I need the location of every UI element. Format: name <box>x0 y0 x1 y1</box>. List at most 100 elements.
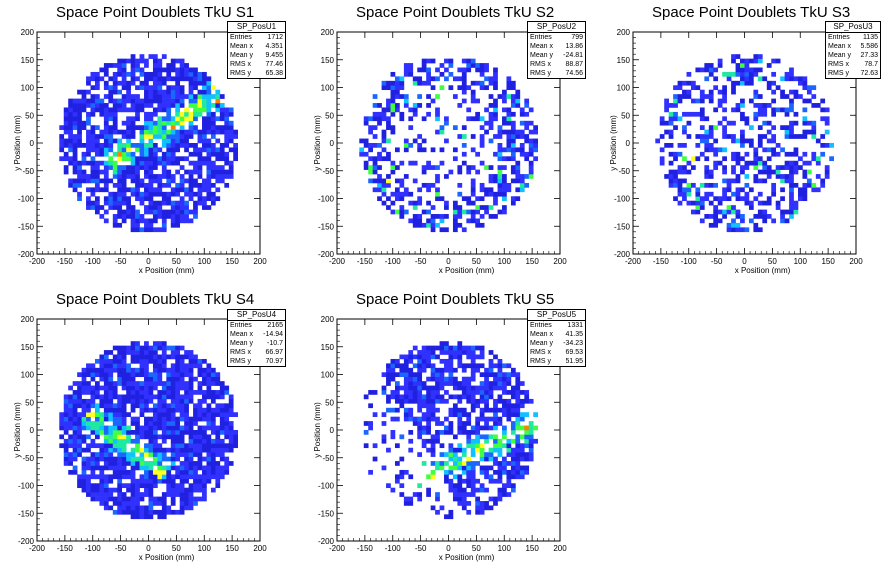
histogram-bin <box>528 165 534 170</box>
histogram-bin <box>497 372 503 378</box>
histogram-bin <box>90 174 96 179</box>
histogram-bin <box>166 147 172 153</box>
histogram-bin <box>117 196 123 202</box>
histogram-bin <box>699 151 705 157</box>
histogram-bin <box>444 478 449 484</box>
histogram-bin <box>103 138 109 144</box>
histogram-bin <box>121 165 127 170</box>
histogram-bin <box>228 169 234 175</box>
histogram-bin <box>677 116 683 122</box>
histogram-bin <box>820 143 826 148</box>
histogram-bin <box>224 134 230 139</box>
histogram-bin <box>94 407 100 413</box>
histogram-bin <box>528 143 534 148</box>
histogram-bin <box>130 478 136 484</box>
histogram-bin <box>470 350 476 355</box>
histogram-bin <box>144 151 149 157</box>
histogram-bin <box>112 214 118 219</box>
x-tick-label: 100 <box>198 544 212 553</box>
histogram-bin <box>99 447 105 453</box>
histogram-bin <box>130 178 136 184</box>
histogram-bin <box>144 483 149 489</box>
histogram-bin <box>68 138 73 144</box>
histogram-bin <box>479 443 485 449</box>
histogram-bin <box>519 416 525 422</box>
histogram-bin <box>161 412 167 417</box>
histogram-bin <box>148 381 154 386</box>
histogram-bin <box>731 218 736 224</box>
histogram-bin <box>484 107 489 113</box>
histogram-bin <box>188 71 194 77</box>
histogram-bin <box>224 125 230 130</box>
histogram-bin <box>377 196 382 202</box>
histogram-bin <box>112 496 118 502</box>
histogram-bin <box>766 169 772 175</box>
histogram-bin <box>184 398 189 404</box>
histogram-bin <box>466 116 472 122</box>
histogram-bin <box>202 434 207 440</box>
stats-key: Mean x <box>530 331 553 338</box>
histogram-bin <box>493 103 498 108</box>
histogram-bin <box>188 134 194 139</box>
histogram-bin <box>112 107 118 113</box>
histogram-bin <box>117 456 123 462</box>
histogram-bin <box>103 165 109 170</box>
histogram-bin <box>493 456 498 462</box>
histogram-bin <box>744 63 750 68</box>
histogram-bin <box>519 178 525 184</box>
histogram-bin <box>193 178 198 184</box>
histogram-bin <box>479 71 485 77</box>
histogram-bin <box>403 354 409 360</box>
histogram-bin <box>135 116 140 122</box>
histogram-bin <box>502 191 507 197</box>
histogram-bin <box>188 421 194 426</box>
histogram-bin <box>94 125 100 130</box>
histogram-bin <box>90 107 96 113</box>
histogram-bin <box>130 129 136 135</box>
histogram-bin <box>175 407 181 413</box>
histogram-bin <box>417 103 423 108</box>
histogram-bin <box>408 501 414 506</box>
x-tick-label: 150 <box>225 544 239 553</box>
histogram-bin <box>139 430 145 435</box>
histogram-bin <box>175 421 181 426</box>
histogram-bin <box>170 452 176 457</box>
histogram-bin <box>484 434 489 440</box>
histogram-bin <box>372 116 378 122</box>
histogram-bin <box>372 134 378 139</box>
histogram-bin <box>197 94 203 99</box>
histogram-bin <box>77 116 82 122</box>
histogram-bin <box>682 143 687 148</box>
histogram-bin <box>135 492 140 497</box>
histogram-bin <box>806 120 812 126</box>
histogram-bin <box>479 509 485 515</box>
histogram-bin <box>103 390 109 395</box>
histogram-bin <box>502 196 507 202</box>
histogram-bin <box>63 447 69 453</box>
histogram-bin <box>515 174 521 179</box>
histogram-bin <box>112 165 118 170</box>
histogram-bin <box>417 496 423 502</box>
histogram-bin <box>740 227 745 233</box>
histogram-bin <box>184 214 189 219</box>
stats-value: 88.87 <box>565 61 583 68</box>
x-tick-label: 100 <box>498 544 512 553</box>
histogram-bin <box>466 478 472 484</box>
histogram-bin <box>510 200 516 206</box>
histogram-bin <box>139 138 145 144</box>
histogram-bin <box>722 147 727 153</box>
histogram-bin <box>139 107 145 113</box>
histogram-bin <box>426 358 431 364</box>
histogram-bin <box>735 227 741 233</box>
histogram-bin <box>820 182 826 188</box>
histogram-bin <box>161 196 167 202</box>
histogram-bin <box>148 156 154 162</box>
histogram-bin <box>219 169 225 175</box>
histogram-bin <box>108 205 114 210</box>
histogram-bin <box>390 71 396 77</box>
histogram-bin <box>412 76 418 82</box>
histogram-bin <box>170 443 176 449</box>
histogram-bin <box>170 98 176 104</box>
x-tick-label: -100 <box>681 257 698 266</box>
histogram-bin <box>789 178 794 184</box>
